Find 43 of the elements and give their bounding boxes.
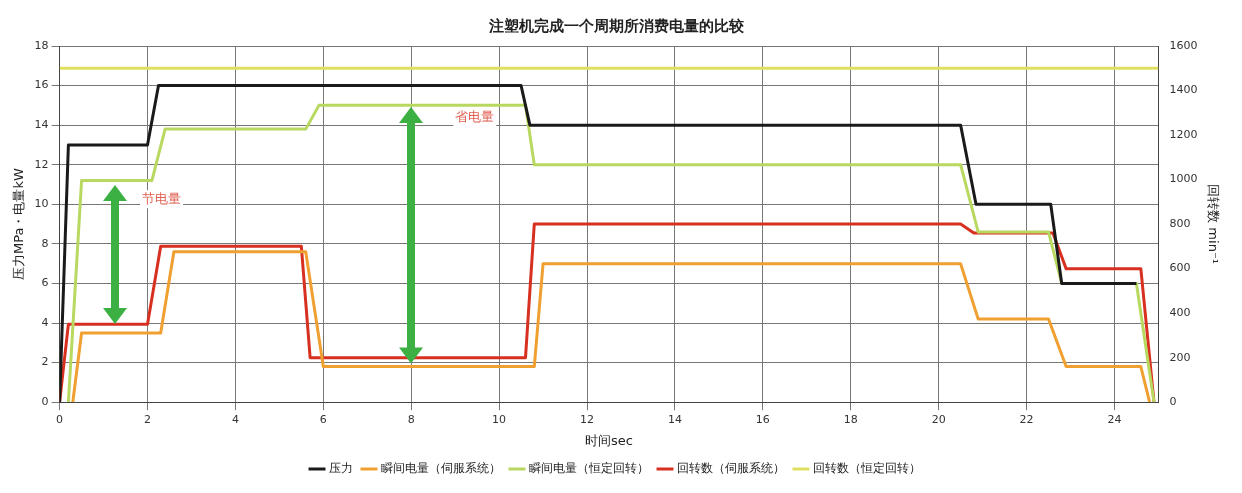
- legend-label: 压力: [329, 461, 353, 476]
- y-tick-label: 18: [34, 38, 49, 52]
- x-tick-label: 2: [144, 412, 151, 426]
- legend-label: 回转数（恒定回转）: [813, 461, 921, 476]
- y-tick-label: 2: [41, 355, 49, 369]
- x-tick-label: 24: [1107, 412, 1122, 426]
- y2-tick-label: 800: [1169, 216, 1191, 230]
- annotation: 节电量: [142, 190, 182, 206]
- x-tick-label: 4: [231, 412, 239, 426]
- x-tick-label: 0: [56, 412, 64, 426]
- y-tick-label: 14: [34, 118, 49, 132]
- x-tick-label: 14: [667, 412, 682, 426]
- y2-axis-title: 回转数 min⁻¹: [1205, 184, 1221, 264]
- y-tick-label: 8: [41, 236, 49, 250]
- chart-title: 注塑机完成一个周期所消费电量的比较: [487, 16, 745, 35]
- x-tick-label: 10: [492, 412, 507, 426]
- y2-tick-label: 200: [1169, 350, 1191, 364]
- y-tick-label: 0: [41, 395, 49, 409]
- y2-tick-label: 1400: [1169, 83, 1198, 97]
- y2-tick-label: 0: [1169, 395, 1177, 409]
- x-tick-label: 12: [580, 412, 595, 426]
- y-tick-label: 10: [34, 197, 49, 211]
- y2-tick-label: 400: [1169, 306, 1191, 320]
- legend-label: 瞬间电量（恒定回转）: [529, 461, 649, 476]
- x-tick-label: 20: [931, 412, 946, 426]
- y-tick-label: 12: [34, 157, 49, 171]
- legend-label: 回转数（伺服系统）: [677, 461, 785, 476]
- x-tick-label: 18: [843, 412, 858, 426]
- x-axis-title: 时间sec: [585, 432, 633, 448]
- y2-tick-label: 600: [1169, 261, 1191, 275]
- x-tick-label: 8: [407, 412, 415, 426]
- y-tick-label: 6: [41, 276, 49, 290]
- x-tick-label: 16: [755, 412, 770, 426]
- y2-tick-label: 1000: [1169, 172, 1198, 186]
- y-axis-title: 压力MPa・电量kW: [11, 168, 27, 281]
- x-tick-label: 22: [1019, 412, 1034, 426]
- y-tick-label: 16: [34, 78, 49, 92]
- y2-tick-label: 1600: [1169, 38, 1198, 52]
- legend-label: 瞬间电量（伺服系统）: [381, 461, 501, 476]
- y-tick-label: 4: [41, 315, 49, 329]
- y2-tick-label: 1200: [1169, 127, 1198, 141]
- x-tick-label: 6: [319, 412, 327, 426]
- annotation: 省电量: [455, 108, 495, 124]
